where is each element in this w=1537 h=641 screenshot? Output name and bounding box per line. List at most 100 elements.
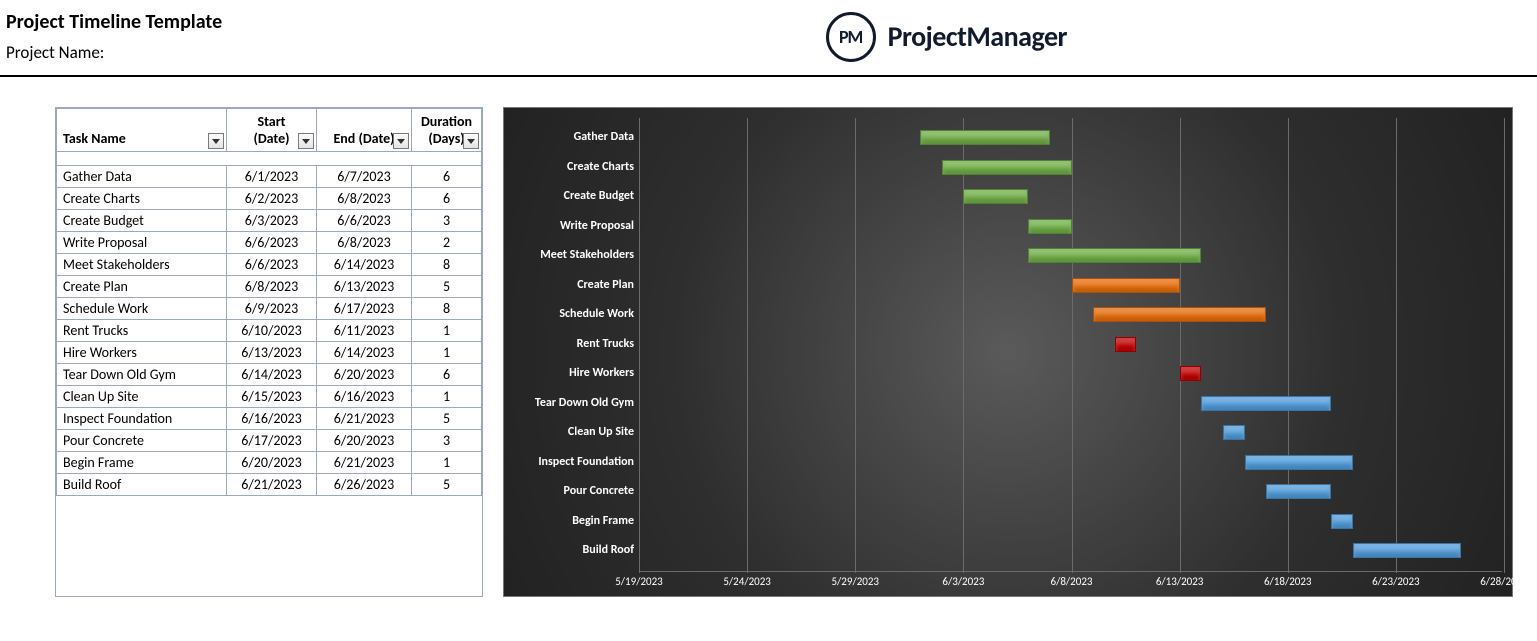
task-name-cell: Hire Workers — [57, 342, 227, 364]
duration-cell: 8 — [412, 298, 482, 320]
gantt-row: Pour Concrete — [504, 482, 1512, 502]
filter-icon[interactable] — [208, 133, 224, 149]
header-left: Project Timeline Template Project Name: — [6, 10, 222, 63]
end-date-cell: 6/20/2023 — [317, 364, 412, 386]
spacer-row — [57, 152, 482, 166]
logo: PM ProjectManager — [826, 12, 1067, 62]
task-name-cell: Create Charts — [57, 188, 227, 210]
duration-cell: 5 — [412, 276, 482, 298]
task-name-cell: Inspect Foundation — [57, 408, 227, 430]
start-date-cell: 6/15/2023 — [227, 386, 317, 408]
gantt-row-label: Write Proposal — [504, 219, 634, 233]
x-tick-label: 6/18/2023 — [1264, 575, 1312, 588]
gantt-bar — [1072, 278, 1180, 293]
start-date-cell: 6/6/2023 — [227, 232, 317, 254]
start-date-cell: 6/10/2023 — [227, 320, 317, 342]
duration-cell: 2 — [412, 232, 482, 254]
column-header: End (Date) — [317, 109, 412, 152]
table-row: Gather Data6/1/20236/7/20236 — [57, 166, 482, 188]
gantt-bar — [963, 189, 1028, 204]
gantt-row-label: Build Roof — [504, 543, 634, 557]
task-name-cell: Gather Data — [57, 166, 227, 188]
start-date-cell: 6/16/2023 — [227, 408, 317, 430]
logo-text: ProjectManager — [888, 19, 1067, 54]
gantt-row: Write Proposal — [504, 217, 1512, 237]
content: Task NameStart(Date)End (Date)Duration(D… — [0, 107, 1537, 597]
duration-cell: 5 — [412, 474, 482, 496]
filter-icon[interactable] — [463, 133, 479, 149]
task-name-cell: Meet Stakeholders — [57, 254, 227, 276]
gantt-bar — [942, 160, 1072, 175]
duration-cell: 3 — [412, 430, 482, 452]
gantt-chart: Gather Data Create Charts Create Budget Wri… — [503, 107, 1513, 597]
table-row: Pour Concrete6/17/20236/20/20233 — [57, 430, 482, 452]
gantt-row: Create Charts — [504, 158, 1512, 178]
logo-icon: PM — [826, 12, 876, 62]
end-date-cell: 6/16/2023 — [317, 386, 412, 408]
gantt-bar — [1093, 307, 1266, 322]
start-date-cell: 6/14/2023 — [227, 364, 317, 386]
gantt-row-label: Rent Trucks — [504, 337, 634, 351]
gantt-row: Gather Data — [504, 128, 1512, 148]
end-date-cell: 6/14/2023 — [317, 254, 412, 276]
gantt-bar — [1115, 337, 1137, 352]
end-date-cell: 6/26/2023 — [317, 474, 412, 496]
x-tick-label: 6/23/2023 — [1372, 575, 1420, 588]
table-row: Meet Stakeholders6/6/20236/14/20238 — [57, 254, 482, 276]
start-date-cell: 6/6/2023 — [227, 254, 317, 276]
table-row: Begin Frame6/20/20236/21/20231 — [57, 452, 482, 474]
filter-icon[interactable] — [298, 133, 314, 149]
gantt-row-label: Hire Workers — [504, 366, 634, 380]
task-name-cell: Create Budget — [57, 210, 227, 232]
duration-cell: 5 — [412, 408, 482, 430]
task-name-cell: Rent Trucks — [57, 320, 227, 342]
x-tick-label: 6/13/2023 — [1156, 575, 1204, 588]
table-row: Create Plan6/8/20236/13/20235 — [57, 276, 482, 298]
gantt-row: Create Budget — [504, 187, 1512, 207]
gantt-bar — [920, 130, 1050, 145]
start-date-cell: 6/9/2023 — [227, 298, 317, 320]
filter-icon[interactable] — [393, 133, 409, 149]
table-row: Inspect Foundation6/16/20236/21/20235 — [57, 408, 482, 430]
task-name-cell: Clean Up Site — [57, 386, 227, 408]
gantt-row: Begin Frame — [504, 512, 1512, 532]
duration-cell: 1 — [412, 386, 482, 408]
table-row: Schedule Work6/9/20236/17/20238 — [57, 298, 482, 320]
gantt-row: Inspect Foundation — [504, 453, 1512, 473]
column-header: Duration(Days) — [412, 109, 482, 152]
gantt-row-label: Begin Frame — [504, 514, 634, 528]
task-name-cell: Write Proposal — [57, 232, 227, 254]
gantt-bar — [1245, 455, 1353, 470]
end-date-cell: 6/21/2023 — [317, 452, 412, 474]
duration-cell: 6 — [412, 188, 482, 210]
end-date-cell: 6/13/2023 — [317, 276, 412, 298]
page-title: Project Timeline Template — [6, 10, 222, 34]
x-tick-label: 6/8/2023 — [1051, 575, 1093, 588]
duration-cell: 1 — [412, 452, 482, 474]
end-date-cell: 6/7/2023 — [317, 166, 412, 188]
table-row: Build Roof6/21/20236/26/20235 — [57, 474, 482, 496]
gantt-bar — [1223, 425, 1245, 440]
gantt-bar — [1266, 484, 1331, 499]
end-date-cell: 6/21/2023 — [317, 408, 412, 430]
column-header-line1: Start — [233, 113, 310, 130]
project-name-label: Project Name: — [6, 42, 222, 63]
end-date-cell: 6/20/2023 — [317, 430, 412, 452]
column-header-line1: Duration — [418, 113, 475, 130]
gantt-row-label: Meet Stakeholders — [504, 248, 634, 262]
gantt-row: Hire Workers — [504, 364, 1512, 384]
table-row: Clean Up Site6/15/20236/16/20231 — [57, 386, 482, 408]
start-date-cell: 6/2/2023 — [227, 188, 317, 210]
end-date-cell: 6/11/2023 — [317, 320, 412, 342]
gantt-bar — [1028, 219, 1071, 234]
gantt-bar — [1201, 396, 1331, 411]
gantt-bar — [1331, 514, 1353, 529]
table-row: Rent Trucks6/10/20236/11/20231 — [57, 320, 482, 342]
gantt-row: Rent Trucks — [504, 335, 1512, 355]
end-date-cell: 6/6/2023 — [317, 210, 412, 232]
gantt-row-label: Create Budget — [504, 189, 634, 203]
x-tick-label: 5/24/2023 — [723, 575, 771, 588]
x-tick-label: 6/28/2023 — [1480, 575, 1528, 588]
end-date-cell: 6/14/2023 — [317, 342, 412, 364]
duration-cell: 1 — [412, 320, 482, 342]
